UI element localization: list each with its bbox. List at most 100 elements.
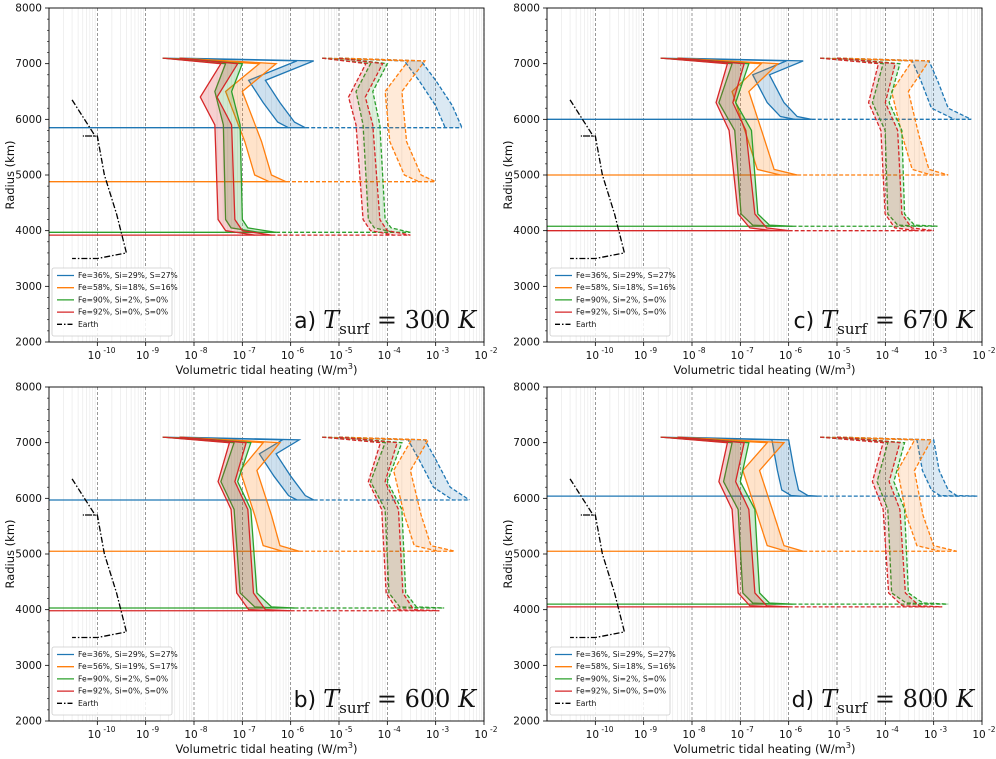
series-line-dashed-inner (820, 436, 926, 608)
panel-title-unit: K (457, 685, 478, 713)
x-axis-title-exponent: 3 (348, 362, 353, 371)
x-axis-title: Volumetric tidal heating (W/m3) (176, 362, 358, 377)
panel-title-subscript: surf (837, 699, 869, 717)
series-line-solid-outer (179, 57, 287, 183)
panel-letter: a) (294, 309, 323, 334)
y-tick-label: 8000 (513, 382, 540, 394)
series-line-dashed-outer (338, 436, 456, 552)
y-tick-label: 3000 (513, 660, 540, 672)
x-tick-exponent: -8 (698, 346, 706, 355)
series-line-solid-inner (162, 57, 255, 236)
series-line-solid-inner (162, 436, 298, 501)
y-tick-label: 8000 (513, 3, 540, 15)
panel-title-value: = 800 (867, 685, 956, 713)
legend-series-label: Fe=58%, Si=18%, S=16% (576, 283, 676, 292)
x-tick-exponent: -3 (442, 725, 450, 734)
x-axis-title-exponent: 3 (846, 362, 851, 371)
x-tick-label: 10 (184, 729, 197, 741)
x-tick-label: 10 (281, 350, 294, 362)
series-line-solid-outer (179, 436, 300, 552)
series-band-solid (162, 437, 314, 501)
series-line-dashed-inner (322, 57, 394, 233)
series-band-solid (162, 437, 295, 608)
x-tick-label: 10 (378, 729, 391, 741)
y-tick-label: 2000 (513, 337, 540, 349)
y-tick-label: 8000 (15, 382, 42, 394)
y-axis-title: Radius (km) (3, 140, 17, 209)
x-tick-label: 10 (779, 729, 792, 741)
series-line-solid-outer (677, 436, 804, 552)
series-band-solid (660, 58, 798, 175)
series-band-dashed (820, 437, 957, 552)
series-band-dashed (322, 437, 455, 552)
panel-d: 2000 3000 4000 5000 6000 7000 8000 10 -10 10 -9 10-… (498, 379, 996, 759)
series-band-solid (660, 58, 789, 231)
y-tick-label: 3000 (15, 281, 42, 293)
panel-title: d) Tsurf = 800 K (792, 685, 976, 717)
x-axis-title-close: ) (353, 363, 358, 377)
series-line-solid-outer (677, 436, 789, 608)
panel-title: a) Tsurf = 300 K (294, 306, 478, 338)
x-tick-exponent: -8 (200, 725, 208, 734)
x-tick-label: 10 (233, 350, 246, 362)
earth-line (71, 99, 128, 260)
series-band-dashed (820, 58, 938, 227)
x-tick-exponent: -8 (698, 725, 706, 734)
series-line-solid-outer (677, 436, 793, 605)
legend-series-label: Fe=36%, Si=29%, S=27% (78, 271, 178, 280)
panel-title-value: = 300 (369, 306, 458, 334)
legend-box (549, 267, 671, 337)
series-line-dashed-outer (836, 57, 938, 227)
series-band-solid (660, 437, 818, 497)
series-line-dashed-inner (322, 436, 428, 609)
x-tick-exponent: -10 (103, 346, 115, 355)
series-line-dashed-outer (836, 436, 943, 608)
x-tick-exponent: -10 (103, 725, 115, 734)
x-tick-exponent: -9 (650, 725, 658, 734)
series-line-dashed-inner (820, 57, 917, 232)
series-band-dashed (322, 58, 462, 128)
x-tick-exponent: -6 (795, 725, 803, 734)
series-band-dashed (322, 58, 411, 233)
x-tick-label: 10 (88, 729, 101, 741)
legend-earth-label: Earth (576, 320, 597, 329)
y-axis-title: Radius (km) (501, 519, 515, 588)
legend-series-label: Fe=92%, Si=0%, S=0% (78, 687, 168, 696)
x-tick-exponent: -5 (843, 346, 851, 355)
x-tick-exponent: -2 (490, 725, 498, 734)
x-tick-label: 10 (682, 350, 695, 362)
series-band-dashed (820, 58, 934, 231)
panel-title-unit: K (955, 685, 976, 713)
x-tick-label: 10 (329, 350, 342, 362)
x-axis-title-exponent: 3 (846, 741, 851, 750)
x-tick-label: 10 (827, 350, 840, 362)
legend-box (51, 646, 173, 716)
y-tick-label: 6000 (15, 493, 42, 505)
panel-title-unit: K (457, 306, 478, 334)
x-tick-label: 10 (586, 729, 599, 741)
series-band-dashed (322, 437, 470, 501)
x-tick-exponent: -2 (490, 346, 498, 355)
x-tick-exponent: -3 (442, 346, 450, 355)
panel-letter: d) (792, 688, 822, 713)
series-band-dashed (820, 437, 949, 605)
legend-earth-label: Earth (576, 699, 597, 708)
x-tick-exponent: -5 (843, 725, 851, 734)
y-tick-label: 2000 (15, 337, 42, 349)
x-tick-exponent: -7 (746, 725, 754, 734)
series-line-dashed-inner (820, 436, 932, 605)
x-tick-exponent: -9 (650, 346, 658, 355)
y-axis-title: Radius (km) (3, 519, 17, 588)
series-line-dashed-outer (338, 57, 411, 233)
panel-title-value: = 600 (369, 685, 458, 713)
series-line-solid-outer (179, 57, 277, 233)
x-tick-exponent: -9 (152, 725, 160, 734)
y-tick-label: 3000 (15, 660, 42, 672)
series-band-dashed (820, 58, 949, 175)
y-tick-label: 4000 (513, 225, 540, 237)
series-line-solid-outer (179, 57, 272, 236)
x-tick-exponent: -3 (940, 346, 948, 355)
x-tick-exponent: -5 (345, 725, 353, 734)
